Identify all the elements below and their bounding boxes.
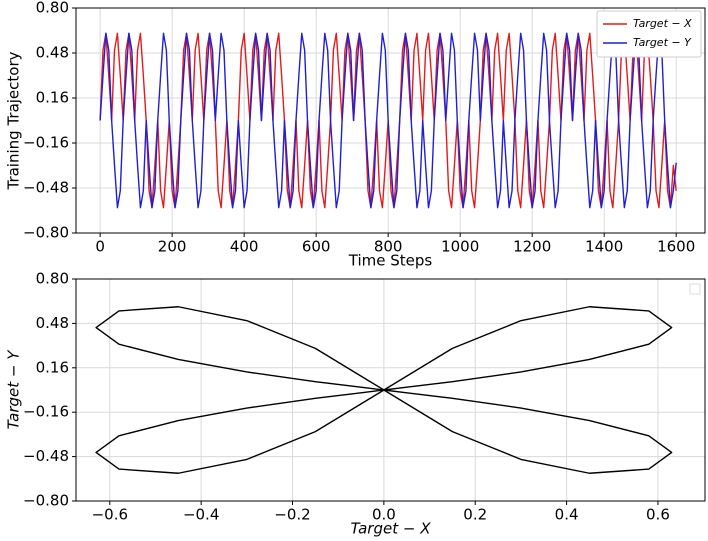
x-tick-label: 1000 [441, 238, 479, 256]
legend-box [689, 283, 701, 295]
legend-label: Target − X [633, 17, 692, 30]
legend: Target − X Target − Y [596, 10, 702, 58]
y-tick-label: 0.16 [36, 89, 69, 107]
x-axis-label: Target − X [351, 520, 432, 538]
y-axis-label: Training Trajectory [5, 51, 23, 190]
y-axis-label: Target − Y [5, 349, 23, 430]
y-tick-label: −0.16 [23, 134, 69, 152]
x-tick-label: 0.0 [372, 506, 396, 524]
x-tick-label: −0.4 [183, 506, 219, 524]
x-tick-label: 600 [302, 238, 331, 256]
x-tick-label: 800 [374, 238, 403, 256]
y-tick-label: 0.80 [36, 270, 69, 288]
y-tick-label: 0.48 [36, 314, 69, 332]
x-tick-label: −0.6 [92, 506, 128, 524]
legend-box [596, 10, 702, 58]
x-tick-label: 1200 [513, 238, 551, 256]
x-tick-label: 0.2 [463, 506, 487, 524]
y-tick-label: −0.80 [23, 224, 69, 242]
y-tick-label: −0.48 [23, 179, 69, 197]
x-axis-label: Time Steps [348, 252, 433, 270]
plot-frame [75, 7, 706, 234]
x-tick-label: 200 [158, 238, 187, 256]
x-tick-label: 1600 [657, 238, 695, 256]
series-line [99, 32, 677, 209]
y-tick-label: −0.16 [23, 403, 69, 421]
y-tick-label: 0.48 [36, 44, 69, 62]
x-tick-label: 0.6 [646, 506, 670, 524]
series-line [95, 306, 673, 474]
x-tick-label: 1400 [585, 238, 623, 256]
y-tick-label: 0.80 [36, 0, 69, 17]
y-tick-label: 0.16 [36, 358, 69, 376]
y-tick-label: −0.48 [23, 447, 69, 465]
y-tick-label: −0.80 [23, 492, 69, 510]
x-tick-label: 0 [95, 238, 105, 256]
x-tick-label: 400 [230, 238, 259, 256]
x-tick-label: −0.2 [274, 506, 310, 524]
plot-frame [75, 278, 706, 502]
x-tick-label: 0.4 [555, 506, 579, 524]
legend-label: Target − Y [633, 36, 692, 49]
